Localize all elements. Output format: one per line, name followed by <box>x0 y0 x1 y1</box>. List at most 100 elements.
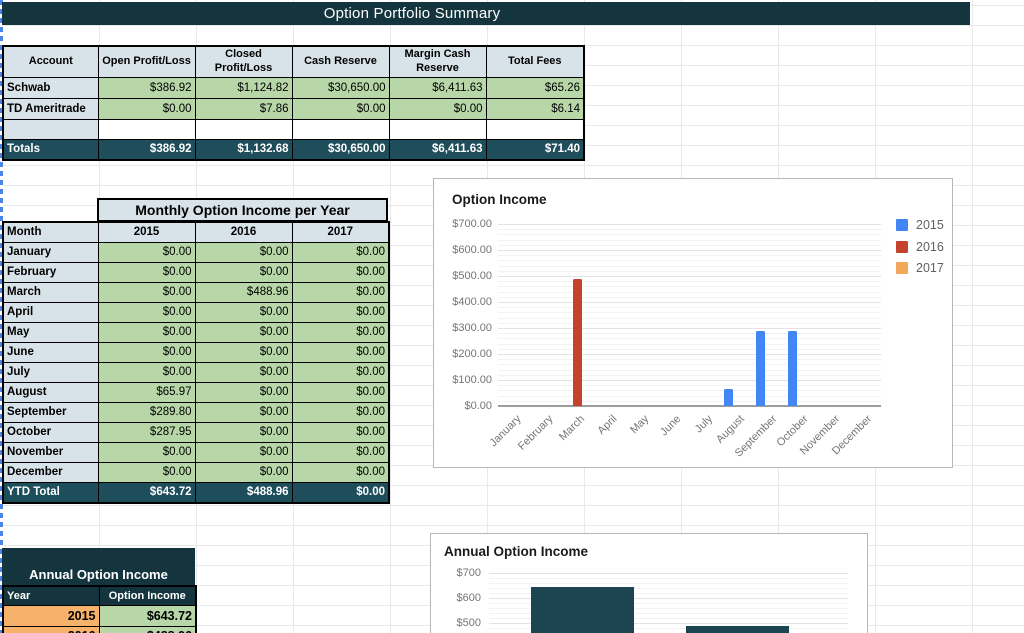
month-label-cell[interactable]: July <box>2 361 99 383</box>
ytd-value-cell[interactable]: $643.72 <box>97 481 196 504</box>
column-header[interactable]: Open Profit/Loss <box>97 45 196 78</box>
year-cell[interactable]: 2015 <box>2 604 100 627</box>
value-cell[interactable]: $0.00 <box>194 321 293 343</box>
value-cell[interactable]: $65.26 <box>485 76 585 99</box>
value-cell[interactable]: $6,411.63 <box>388 76 487 99</box>
value-cell[interactable]: $0.00 <box>97 97 196 120</box>
value-cell[interactable]: $289.80 <box>97 401 196 423</box>
value-cell[interactable]: $0.00 <box>97 441 196 463</box>
year-column-header[interactable]: 2015 <box>97 221 196 243</box>
value-cell[interactable] <box>485 118 585 140</box>
income-cell[interactable]: $488.96 <box>98 625 197 633</box>
year-column-header[interactable]: 2016 <box>194 221 293 243</box>
value-cell[interactable]: $0.00 <box>291 241 390 263</box>
value-cell[interactable]: $0.00 <box>194 441 293 463</box>
value-cell[interactable] <box>291 118 390 140</box>
month-label-cell[interactable]: November <box>2 441 99 463</box>
value-cell[interactable]: $0.00 <box>291 401 390 423</box>
monthly-table-title[interactable]: Monthly Option Income per Year <box>97 198 388 222</box>
totals-value-cell[interactable]: $71.40 <box>485 138 585 161</box>
account-label-cell[interactable]: TD Ameritrade <box>2 97 99 120</box>
totals-value-cell[interactable]: $1,132.68 <box>194 138 293 161</box>
value-cell[interactable] <box>194 118 293 140</box>
totals-value-cell[interactable]: $6,411.63 <box>388 138 487 161</box>
sheet-title-cell[interactable]: Option Portfolio Summary <box>2 2 970 25</box>
value-cell[interactable]: $65.97 <box>97 381 196 403</box>
value-cell[interactable]: $0.00 <box>194 241 293 263</box>
column-header[interactable]: Option Income <box>98 585 197 606</box>
value-cell[interactable]: $0.00 <box>97 301 196 323</box>
value-cell[interactable]: $0.00 <box>97 241 196 263</box>
value-cell[interactable]: $0.00 <box>194 361 293 383</box>
month-label-cell[interactable]: December <box>2 461 99 483</box>
value-cell[interactable]: $30,650.00 <box>291 76 390 99</box>
value-cell[interactable]: $6.14 <box>485 97 585 120</box>
value-cell[interactable]: $0.00 <box>291 381 390 403</box>
value-cell[interactable]: $287.95 <box>97 421 196 443</box>
column-header[interactable]: Cash Reserve <box>291 45 390 78</box>
value-cell[interactable]: $0.00 <box>291 261 390 283</box>
year-cell[interactable]: 2016 <box>2 625 100 633</box>
value-cell[interactable]: $0.00 <box>194 341 293 363</box>
value-cell[interactable] <box>97 118 196 140</box>
column-header[interactable]: Closed Profit/Loss <box>194 45 293 78</box>
month-label-cell[interactable]: March <box>2 281 99 303</box>
month-label-cell[interactable]: August <box>2 381 99 403</box>
value-cell[interactable]: $0.00 <box>97 341 196 363</box>
account-label-cell[interactable] <box>2 118 99 140</box>
value-cell[interactable]: $0.00 <box>97 261 196 283</box>
value-cell[interactable]: $0.00 <box>97 281 196 303</box>
value-cell[interactable]: $0.00 <box>291 301 390 323</box>
income-cell[interactable]: $643.72 <box>98 604 197 627</box>
column-header[interactable]: Account <box>2 45 99 78</box>
value-cell[interactable]: $386.92 <box>97 76 196 99</box>
value-cell[interactable]: $0.00 <box>194 301 293 323</box>
value-cell[interactable]: $0.00 <box>388 97 487 120</box>
value-cell[interactable]: $0.00 <box>291 97 390 120</box>
value-cell[interactable]: $0.00 <box>97 461 196 483</box>
value-cell[interactable]: $0.00 <box>291 421 390 443</box>
table-row: Account Open Profit/Loss Closed Profit/Los… <box>2 45 585 78</box>
value-cell[interactable]: $0.00 <box>291 461 390 483</box>
month-label-cell[interactable]: June <box>2 341 99 363</box>
column-header[interactable]: Margin Cash Reserve <box>388 45 487 78</box>
ytd-value-cell[interactable]: $488.96 <box>194 481 293 504</box>
value-cell[interactable]: $0.00 <box>291 281 390 303</box>
value-cell[interactable]: $1,124.82 <box>194 76 293 99</box>
option-income-chart[interactable]: Option Income $700.00 $600.00 $500.00 $400.0… <box>433 178 953 468</box>
value-cell[interactable]: $0.00 <box>291 341 390 363</box>
totals-label-cell[interactable]: Totals <box>2 138 99 161</box>
totals-value-cell[interactable]: $386.92 <box>97 138 196 161</box>
month-label-cell[interactable]: October <box>2 421 99 443</box>
month-label-cell[interactable]: January <box>2 241 99 263</box>
value-cell[interactable]: $0.00 <box>291 361 390 383</box>
annual-option-income-chart[interactable]: Annual Option Income $700 $600 $500 <box>430 533 868 633</box>
value-cell[interactable]: $0.00 <box>97 361 196 383</box>
value-cell[interactable]: $0.00 <box>194 421 293 443</box>
value-cell[interactable]: $0.00 <box>194 261 293 283</box>
column-header[interactable]: Month <box>2 221 99 243</box>
value-cell[interactable]: $0.00 <box>97 321 196 343</box>
month-label-cell[interactable]: April <box>2 301 99 323</box>
table-row: February $0.00 $0.00 $0.00 <box>2 261 390 283</box>
account-label-cell[interactable]: Schwab <box>2 76 99 99</box>
annual-table-title[interactable]: Annual Option Income <box>2 548 195 586</box>
column-header[interactable]: Total Fees <box>485 45 585 78</box>
value-cell[interactable]: $0.00 <box>291 441 390 463</box>
ytd-label-cell[interactable]: YTD Total <box>2 481 99 504</box>
month-label-cell[interactable]: May <box>2 321 99 343</box>
month-label-cell[interactable]: September <box>2 401 99 423</box>
totals-value-cell[interactable]: $30,650.00 <box>291 138 390 161</box>
year-column-header[interactable]: 2017 <box>291 221 390 243</box>
value-cell[interactable]: $488.96 <box>194 281 293 303</box>
ytd-value-cell[interactable]: $0.00 <box>291 481 390 504</box>
value-cell[interactable]: $0.00 <box>194 401 293 423</box>
value-cell[interactable]: $7.86 <box>194 97 293 120</box>
value-cell[interactable]: $0.00 <box>194 461 293 483</box>
value-cell[interactable]: $0.00 <box>291 321 390 343</box>
value-cell[interactable] <box>388 118 487 140</box>
value-cell[interactable]: $0.00 <box>194 381 293 403</box>
minor-gridline <box>498 296 881 298</box>
column-header[interactable]: Year <box>2 585 100 606</box>
month-label-cell[interactable]: February <box>2 261 99 283</box>
